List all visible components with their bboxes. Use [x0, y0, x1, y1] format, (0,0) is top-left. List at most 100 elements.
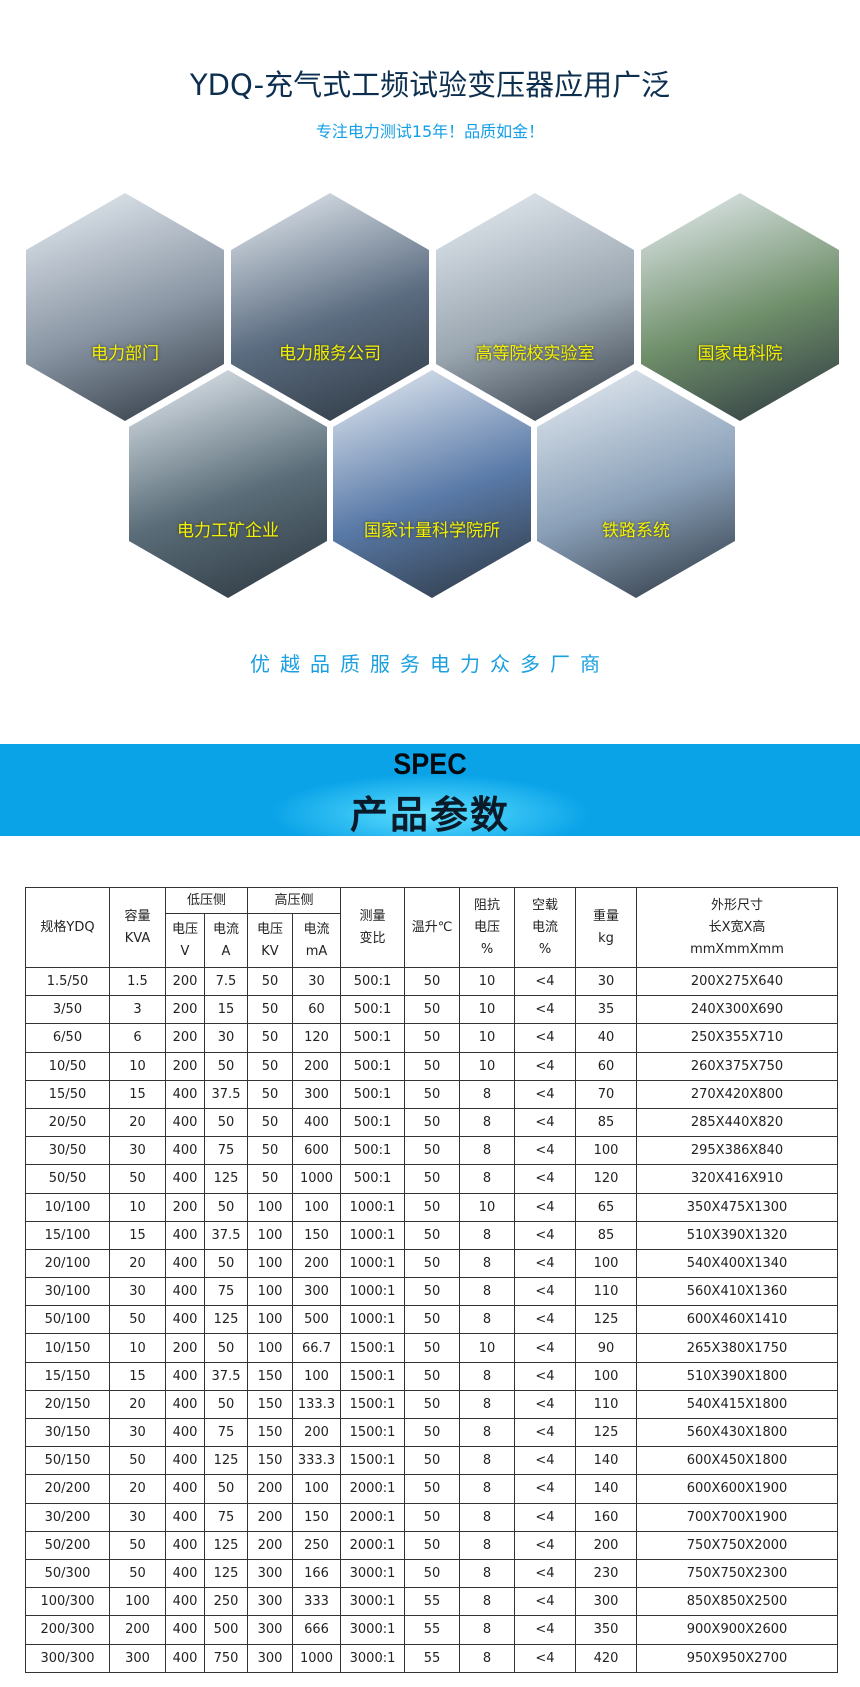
table-cell: 400: [165, 1474, 205, 1504]
header-text: 电流: [531, 919, 558, 935]
table-cell: 500:1: [340, 1079, 405, 1109]
table-cell: 200: [247, 1474, 293, 1504]
table-cell: <4: [514, 1220, 576, 1250]
table-cell: 500:1: [340, 966, 405, 997]
table-cell: 2000:1: [340, 1474, 405, 1504]
table-cell: 600X450X1800: [636, 1446, 838, 1476]
table-cell: 50: [404, 1277, 460, 1307]
table-cell: 50: [404, 1248, 460, 1279]
table-cell: <4: [514, 1248, 576, 1279]
header-text: %: [480, 941, 494, 957]
table-cell: 300: [247, 1643, 293, 1673]
table-cell: 100: [247, 1220, 293, 1250]
table-cell: 560X430X1800: [636, 1417, 838, 1448]
table-cell: 50: [247, 1079, 293, 1109]
table-cell: 140: [575, 1474, 637, 1504]
table-cell: 30: [204, 1023, 248, 1053]
table-cell: 37.5: [204, 1361, 248, 1391]
table-cell: 400: [165, 1587, 205, 1617]
table-cell: 50: [204, 1192, 248, 1222]
table-cell: 125: [204, 1305, 248, 1335]
table-cell: 1000: [292, 1164, 341, 1194]
table-cell: 30: [109, 1136, 166, 1166]
table-cell: 600X460X1410: [636, 1305, 838, 1335]
table-cell: 3000:1: [340, 1643, 405, 1673]
table-cell: 510X390X1800: [636, 1361, 838, 1391]
table-cell: 50: [404, 1079, 460, 1109]
table-cell: 400: [165, 1164, 205, 1194]
table-cell: 15: [109, 1079, 166, 1109]
table-cell: 350X475X1300: [636, 1192, 838, 1222]
table-cell: 540X415X1800: [636, 1389, 838, 1420]
table-cell: 400: [165, 1107, 205, 1138]
table-cell: 400: [165, 1248, 205, 1279]
table-cell: 50: [404, 1502, 460, 1532]
table-cell: <4: [514, 1136, 576, 1166]
table-cell: 150: [247, 1417, 293, 1448]
table-cell: 50/50: [25, 1164, 110, 1194]
table-cell: 50: [247, 1107, 293, 1138]
table-cell: 66.7: [292, 1333, 341, 1363]
table-cell: 100: [247, 1277, 293, 1307]
table-cell: 1.5: [109, 966, 166, 997]
table-cell: 3000:1: [340, 1587, 405, 1617]
table-cell: 75: [204, 1277, 248, 1307]
table-cell: 8: [459, 1389, 515, 1420]
table-cell: 10: [459, 1333, 515, 1363]
table-cell: 125: [204, 1530, 248, 1560]
table-cell: 500: [204, 1615, 248, 1645]
table-cell: 50: [247, 995, 293, 1025]
table-cell: 120: [292, 1023, 341, 1053]
table-cell: 420: [575, 1643, 637, 1673]
header-cell: 测量 变比: [340, 887, 405, 968]
table-cell: 50: [247, 966, 293, 997]
table-cell: 200: [165, 995, 205, 1025]
header-text: 电压: [473, 919, 500, 935]
table-cell: <4: [514, 995, 576, 1025]
table-cell: 300: [247, 1558, 293, 1589]
table-cell: 1.5/50: [25, 966, 110, 997]
table-cell: 10/150: [25, 1333, 110, 1363]
table-cell: 50: [404, 1107, 460, 1138]
table-row: 15/50 15 400 37.5 50 300 500:1 50 8 <4 70 270X420X8…: [25, 1079, 838, 1109]
banner-title-cn: 产品参数: [349, 793, 510, 837]
header-cell: 电流 A: [204, 913, 248, 968]
table-cell: 10: [459, 966, 515, 997]
table-cell: 250: [204, 1587, 248, 1617]
table-cell: 15/100: [25, 1220, 110, 1250]
table-cell: <4: [514, 1474, 576, 1504]
table-cell: 110: [575, 1389, 637, 1420]
table-cell: 200: [109, 1615, 166, 1645]
table-cell: 10: [459, 1192, 515, 1222]
table-cell: 265X380X1750: [636, 1333, 838, 1363]
table-row: 50/200 50 400 125 200 250 2000:1 50 8 <4 200 750X75…: [25, 1530, 838, 1560]
header-text: KVA: [124, 930, 151, 946]
table-cell: 1500:1: [340, 1333, 405, 1363]
table-cell: 50: [247, 1051, 293, 1081]
table-cell: 15: [109, 1220, 166, 1250]
application-label: 高等院校实验室: [475, 344, 595, 364]
table-cell: 400: [165, 1502, 205, 1532]
application-label: 电力工矿企业: [177, 521, 279, 541]
table-cell: 30: [575, 966, 637, 997]
table-row: 10/150 10 200 50 100 66.7 1500:1 50 10 <4 90 265X38…: [25, 1333, 838, 1363]
table-cell: 10: [109, 1192, 166, 1222]
table-cell: 200: [247, 1530, 293, 1560]
header-text: KV: [261, 943, 279, 959]
header-text: mmXmmXmm: [690, 941, 784, 957]
spec-table: 规格YDQ 容量 KVA 低压侧 高压侧 测量 变比 温升℃ 阻抗 电压% 空载 电流% 重量 kg 外形尺…: [25, 887, 838, 1673]
table-cell: 15: [109, 1361, 166, 1391]
table-cell: 50: [404, 1333, 460, 1363]
table-cell: 70: [575, 1079, 637, 1109]
table-cell: <4: [514, 1277, 576, 1307]
table-cell: 700X700X1900: [636, 1502, 838, 1532]
application-tile: 电力部门: [26, 193, 224, 421]
table-cell: 400: [292, 1107, 341, 1138]
table-cell: 1500:1: [340, 1389, 405, 1420]
application-label: 国家电科院: [697, 344, 783, 364]
table-cell: 1000:1: [340, 1248, 405, 1279]
table-cell: 50: [204, 1389, 248, 1420]
table-cell: 400: [165, 1079, 205, 1109]
table-cell: 8: [459, 1220, 515, 1250]
table-cell: 100: [575, 1361, 637, 1391]
